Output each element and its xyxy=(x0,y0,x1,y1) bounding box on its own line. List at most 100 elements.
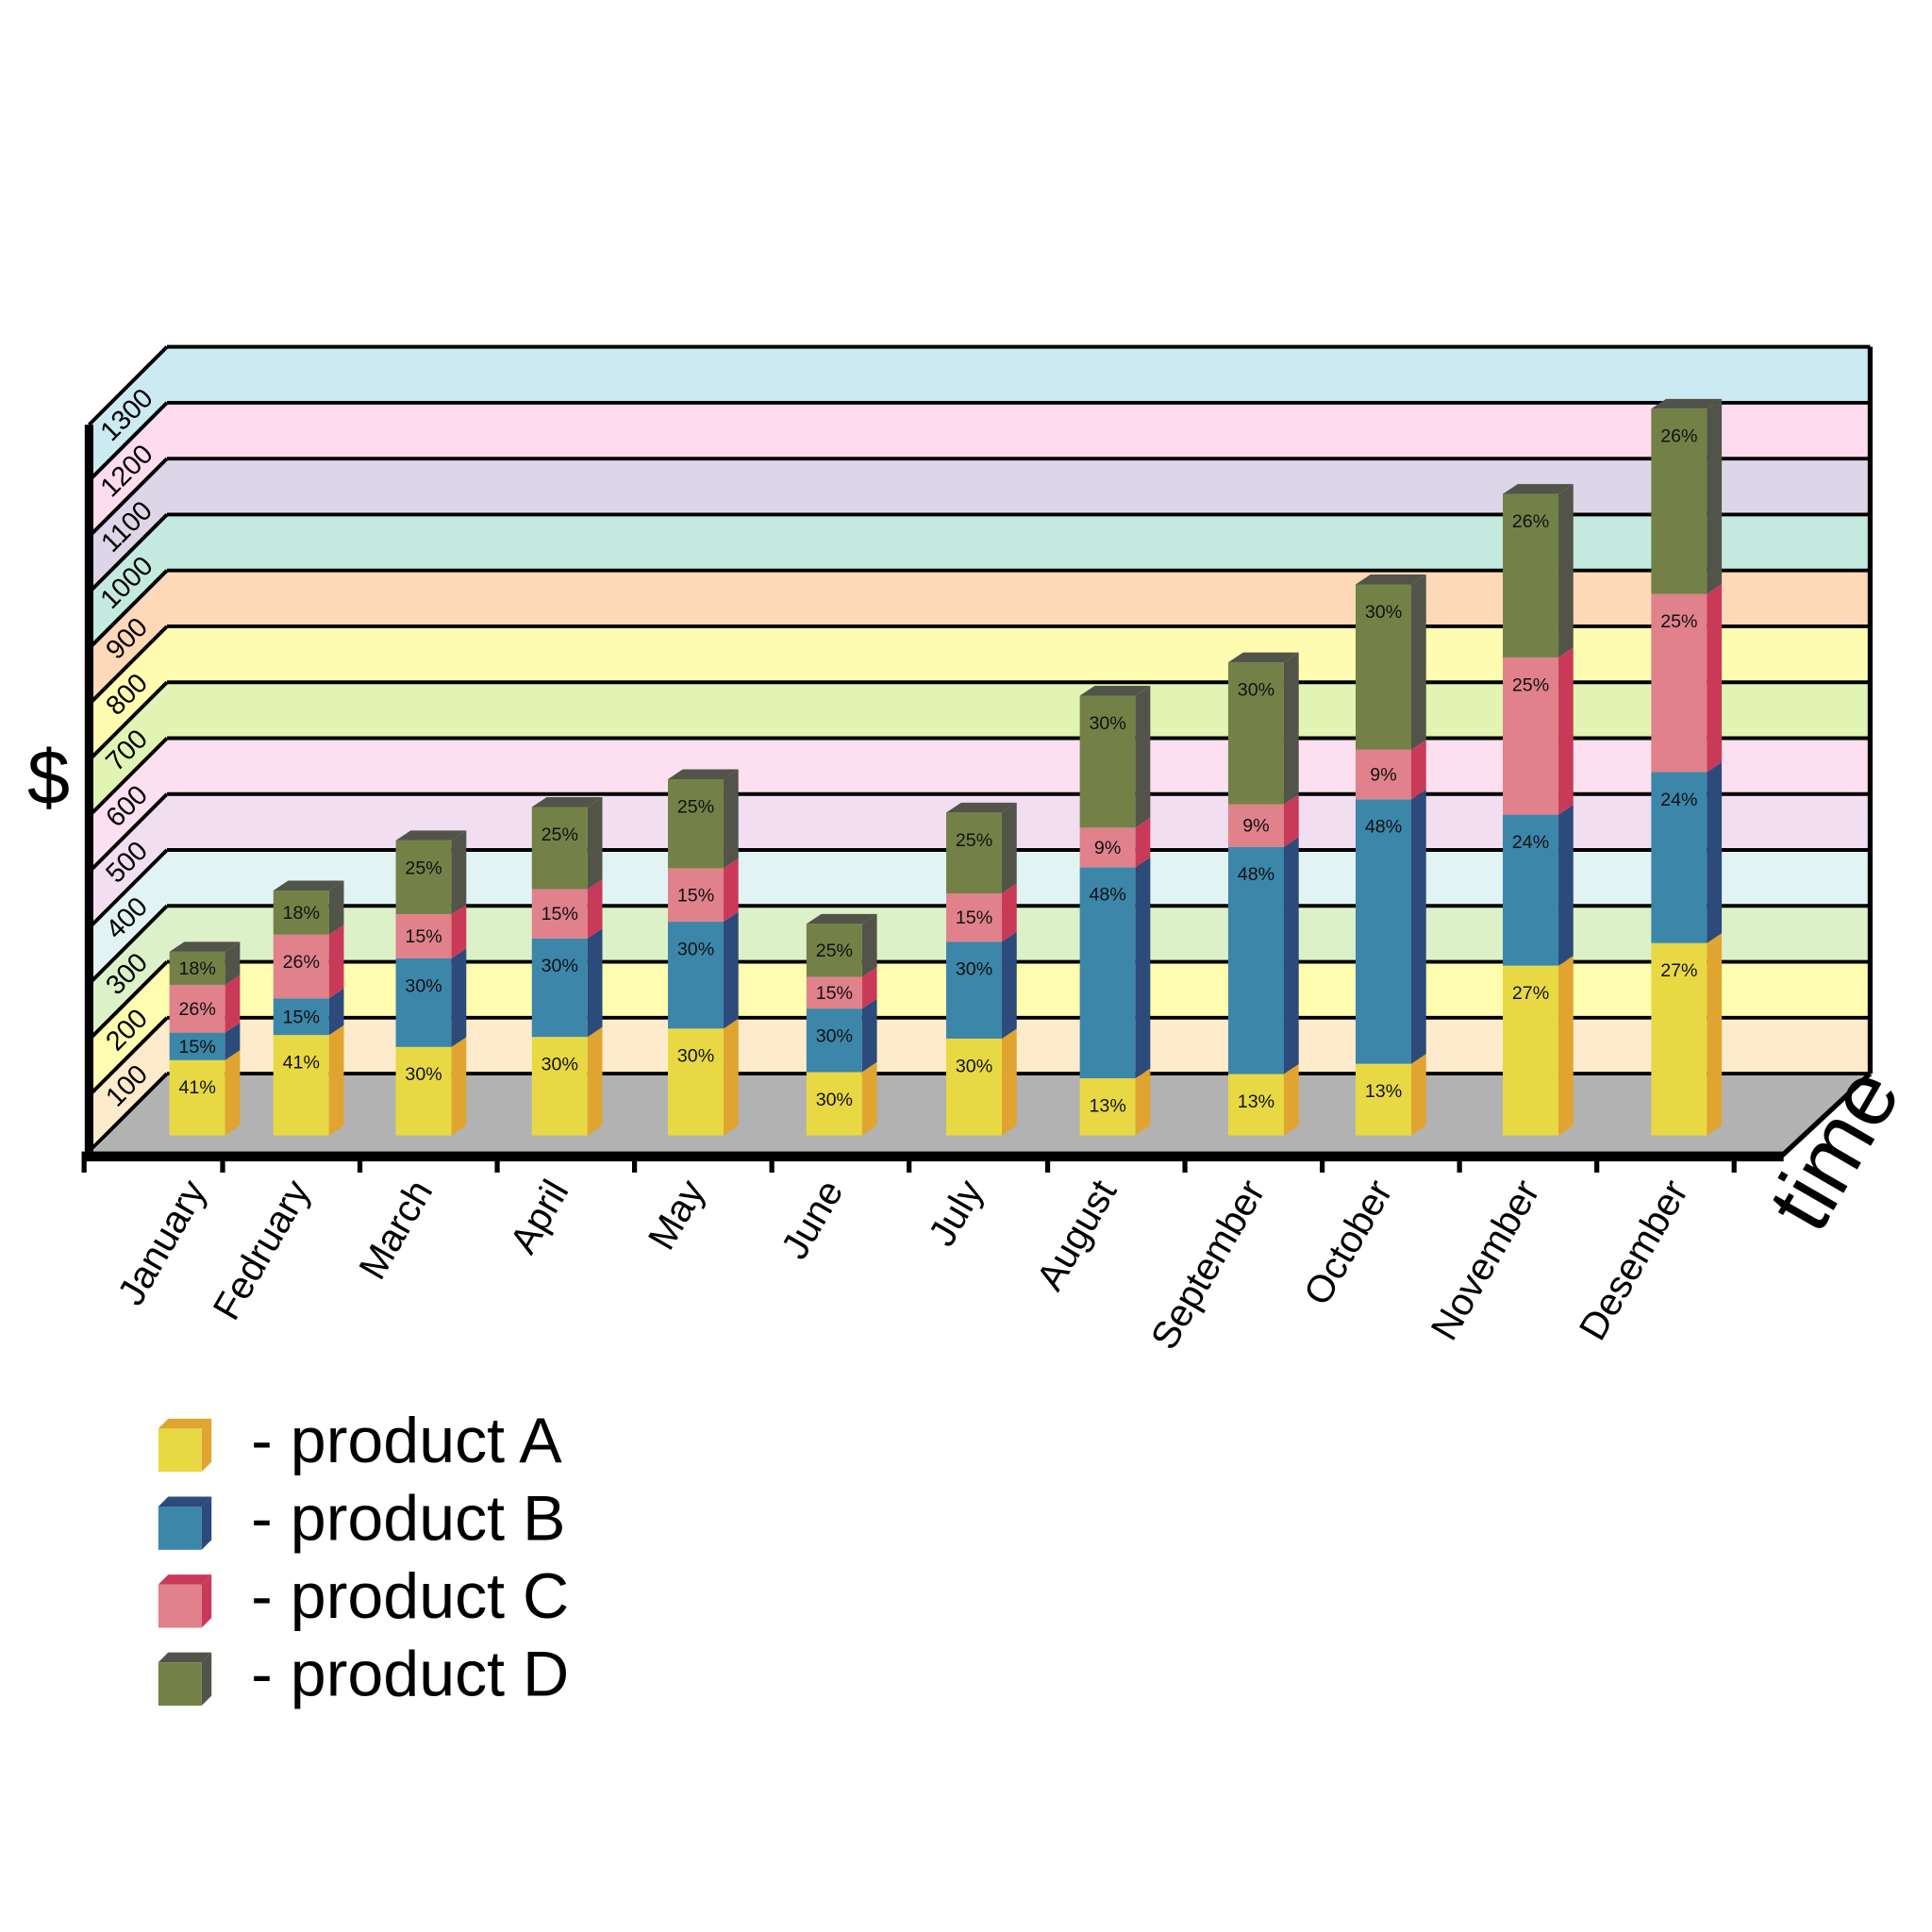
bar-segment-side xyxy=(587,879,603,939)
bar-segment-label: 9% xyxy=(1370,765,1396,786)
band-back xyxy=(167,402,1871,459)
bar-segment-side xyxy=(1411,1054,1426,1136)
legend-swatch-side xyxy=(201,1574,212,1628)
bar-segment-label: 41% xyxy=(178,1077,215,1098)
legend-swatch-top xyxy=(158,1496,212,1507)
x-tick-label: September xyxy=(1142,1173,1274,1357)
bar-segment-side xyxy=(225,1050,241,1136)
bar-june: 30% 30% 15% 25% xyxy=(806,913,877,1136)
band-side xyxy=(89,346,168,481)
bar-segment-label: 30% xyxy=(816,1090,853,1110)
bar-segment-label: 30% xyxy=(405,1064,441,1085)
bar-segment-label: 25% xyxy=(816,941,853,961)
band-back xyxy=(167,514,1871,571)
band-side xyxy=(89,793,168,928)
bar-segment xyxy=(1079,695,1136,828)
x-tick-label: August xyxy=(1027,1173,1124,1298)
bar-segment xyxy=(806,1008,862,1073)
bar-segment-side xyxy=(724,911,739,1029)
gridline-diagonal xyxy=(88,1072,169,1154)
bar-segment-label: 13% xyxy=(1365,1081,1402,1102)
legend: - product A- product B- product C- produ… xyxy=(158,1405,569,1710)
band-side xyxy=(89,625,168,760)
bar-segment-side xyxy=(1411,740,1426,800)
bar-top xyxy=(169,941,241,952)
bar-segment-side xyxy=(1002,1028,1017,1136)
bar-segment-side xyxy=(1135,857,1151,1079)
bar-segment-side xyxy=(1283,837,1299,1074)
bar-segment xyxy=(169,951,225,985)
x-tick-label: June xyxy=(773,1173,852,1266)
bar-top xyxy=(1356,575,1426,585)
bar-segment-label: 9% xyxy=(1094,838,1121,858)
bar-segment xyxy=(668,1028,724,1136)
legend-label: - product D xyxy=(251,1639,569,1710)
gridline-diagonal xyxy=(88,513,169,594)
bar-segment xyxy=(1079,867,1136,1079)
bar-segment-label: 24% xyxy=(1512,832,1549,853)
bar-segment xyxy=(806,976,862,1009)
bar-segment-label: 30% xyxy=(405,975,441,996)
bar-segment-side xyxy=(1558,956,1574,1136)
band-back xyxy=(167,682,1871,739)
x-tick-label: Fedruary xyxy=(204,1172,318,1326)
bar-segment xyxy=(1079,1078,1136,1136)
bar-segment-side xyxy=(861,913,877,977)
bar-segment xyxy=(395,840,452,915)
bar-segment-side xyxy=(587,1026,603,1136)
bar-segment-side xyxy=(1558,805,1574,966)
gridline-diagonal xyxy=(88,792,169,874)
bar-desember: 27% 24% 25% 26% xyxy=(1651,398,1723,1136)
bar-segment xyxy=(806,1072,862,1136)
bar-segment xyxy=(273,934,329,999)
gridline-diagonal xyxy=(88,401,169,482)
bar-segment xyxy=(1227,1074,1284,1136)
bar-segment-side xyxy=(1707,761,1723,943)
band-side xyxy=(89,961,168,1096)
bar-segment-label: 30% xyxy=(1238,680,1274,701)
bar-november: 27% 24% 25% 26% xyxy=(1503,484,1574,1136)
bar-segment-label: 13% xyxy=(1238,1091,1274,1112)
bar-segment-label: 30% xyxy=(1089,713,1125,734)
legend-swatch xyxy=(158,1506,202,1550)
bar-segment xyxy=(1503,965,1559,1136)
bar-segment xyxy=(1079,827,1136,868)
bar-segment xyxy=(395,1046,452,1136)
bar-segment-label: 15% xyxy=(541,904,578,924)
legend-item: - product C xyxy=(158,1560,569,1632)
bar-segment xyxy=(1503,493,1559,658)
bar-january: 41% 15% 26% 18% xyxy=(169,941,241,1136)
band-back xyxy=(167,625,1871,683)
floor-right-edge xyxy=(1779,1072,1873,1158)
bar-segment-label: 41% xyxy=(283,1053,320,1074)
bar-segment-label: 26% xyxy=(1512,511,1549,532)
bar-top xyxy=(273,880,344,891)
bar-segment-label: 25% xyxy=(541,824,578,845)
bar-segment xyxy=(1503,814,1559,966)
bar-segment-label: 18% xyxy=(283,903,320,924)
bar-segment-label: 25% xyxy=(677,796,714,817)
bar-segment xyxy=(1503,657,1559,815)
legend-swatch xyxy=(158,1584,202,1628)
bar-segment xyxy=(1356,584,1412,750)
bar-segment xyxy=(946,941,1003,1039)
legend-swatch-top xyxy=(158,1652,212,1663)
bar-segment-side xyxy=(1411,789,1426,1064)
bar-march: 30% 30% 15% 25% xyxy=(395,830,467,1136)
bar-segment-label: 30% xyxy=(1365,602,1402,623)
bar-segment xyxy=(1227,804,1284,847)
bar-segment-side xyxy=(724,1018,739,1136)
bar-segment xyxy=(169,1059,225,1136)
bar-segment xyxy=(668,922,724,1029)
gridline-diagonal xyxy=(88,904,169,986)
band-side xyxy=(89,1017,168,1152)
bar-segment xyxy=(1651,942,1707,1136)
bar-segment-side xyxy=(861,1061,877,1136)
gridline-diagonal xyxy=(88,680,169,762)
bar-segment-label: 9% xyxy=(1242,816,1269,837)
bar-segment xyxy=(668,868,724,923)
bar-segment-label: 48% xyxy=(1238,864,1274,885)
gridline-diagonal xyxy=(88,848,169,930)
